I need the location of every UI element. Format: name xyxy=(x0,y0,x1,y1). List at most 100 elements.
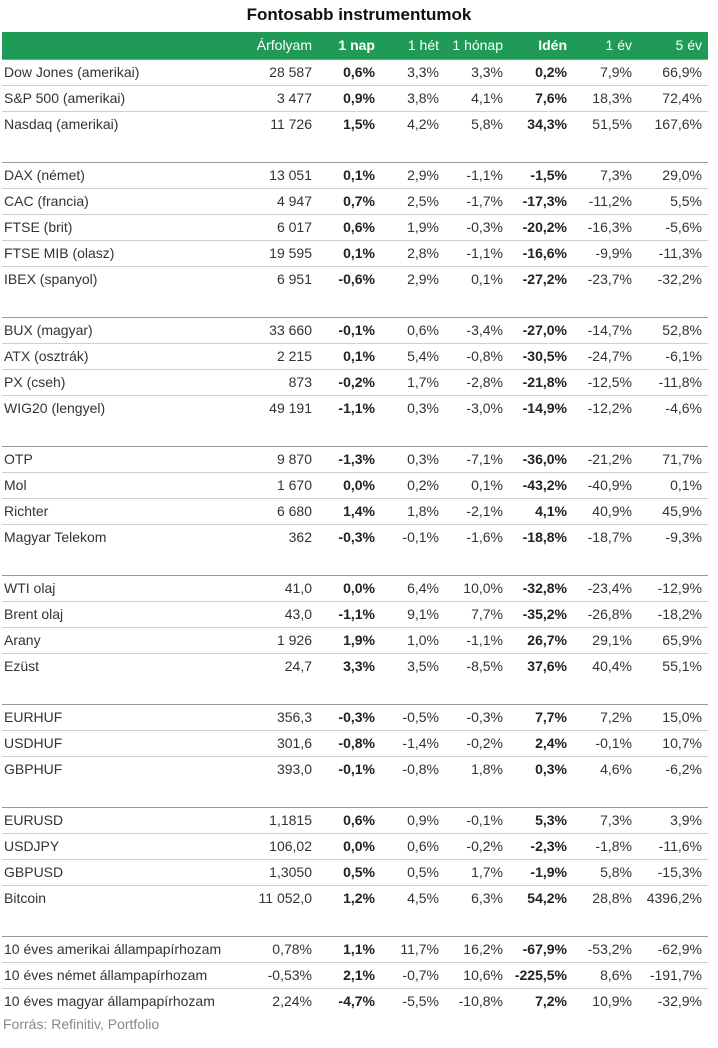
table-row: GBPHUF 393,0 -0,1% -0,8% 1,8% 0,3% 4,6% -6,2% xyxy=(2,756,708,782)
week-change-cell: -5,5% xyxy=(402,993,439,1009)
price-cell: 301,6 xyxy=(250,730,318,757)
header-row: Árfolyam 1 nap 1 hét 1 hónap Idén 1 év 5… xyxy=(2,32,708,59)
day-change-cell: 0,7% xyxy=(318,188,381,215)
group-spacer xyxy=(2,291,708,318)
price-cell: 41,0 xyxy=(250,575,318,602)
month-change-cell: -2,1% xyxy=(445,498,509,525)
price-cell: 873 xyxy=(250,369,318,396)
week-change-cell: 4,2% xyxy=(407,116,439,132)
price-cell: 0,78% xyxy=(250,936,318,963)
price-cell: 11 052,0 xyxy=(258,890,312,906)
five-year-change-cell: 167,6% xyxy=(654,116,702,132)
month-change-cell: -1,1% xyxy=(445,162,509,189)
name-cell: WTI olaj xyxy=(2,575,250,602)
spacer-cell xyxy=(2,136,708,163)
name-cell: Magyar Telekom xyxy=(4,529,107,545)
price-cell: 362 xyxy=(288,529,312,545)
year-change-cell: 4,6% xyxy=(600,761,632,777)
ytd-change-cell: -21,8% xyxy=(509,369,573,396)
table-body: Dow Jones (amerikai) 28 587 0,6% 3,3% 3,3% 0,… xyxy=(2,58,708,1014)
price-cell: -0,53% xyxy=(250,962,318,989)
ytd-change-cell: -2,3% xyxy=(509,833,573,860)
week-change-cell: 2,5% xyxy=(381,188,445,215)
ytd-change-cell: 37,6% xyxy=(527,658,567,674)
col-header-5year: 5 év xyxy=(675,37,702,54)
ytd-change-cell: 5,3% xyxy=(509,807,573,834)
year-change-cell: 28,8% xyxy=(592,890,632,906)
year-change-cell: 8,6% xyxy=(573,962,638,989)
ytd-change-cell: -27,2% xyxy=(522,271,567,287)
ytd-change-cell: 34,3% xyxy=(527,116,567,132)
five-year-change-cell: 5,5% xyxy=(638,188,708,215)
month-change-cell: -0,1% xyxy=(445,807,509,834)
week-change-cell: 1,0% xyxy=(381,627,445,654)
table-row: FTSE (brit) 6 017 0,6% 1,9% -0,3% -20,2% -16,3… xyxy=(2,214,708,241)
spacer-cell xyxy=(2,549,708,576)
year-change-cell: -21,2% xyxy=(573,446,638,473)
five-year-change-cell: -11,3% xyxy=(638,240,708,267)
name-cell: Mol xyxy=(2,472,250,499)
name-cell: BUX (magyar) xyxy=(2,317,250,344)
month-change-cell: -0,2% xyxy=(445,730,509,757)
ytd-change-cell: 0,2% xyxy=(509,58,573,86)
table-row: Arany 1 926 1,9% 1,0% -1,1% 26,7% 29,1% 65,9% xyxy=(2,627,708,654)
month-change-cell: 5,8% xyxy=(471,116,503,132)
week-change-cell: -0,7% xyxy=(381,962,445,989)
year-change-cell: -0,1% xyxy=(573,730,638,757)
table-row: OTP 9 870 -1,3% 0,3% -7,1% -36,0% -21,2% 71,7% xyxy=(2,446,708,473)
week-change-cell: 0,6% xyxy=(381,317,445,344)
five-year-change-cell: -15,3% xyxy=(638,859,708,886)
day-change-cell: 1,9% xyxy=(318,627,381,654)
table-row: DAX (német) 13 051 0,1% 2,9% -1,1% -1,5% 7,3% 2… xyxy=(2,162,708,189)
price-cell: 28 587 xyxy=(250,58,318,86)
week-change-cell: 3,8% xyxy=(381,85,445,112)
five-year-change-cell: -11,6% xyxy=(638,833,708,860)
day-change-cell: 1,4% xyxy=(318,498,381,525)
name-cell: WIG20 (lengyel) xyxy=(4,400,106,416)
col-header-1year: 1 év xyxy=(605,37,632,54)
group-spacer xyxy=(2,136,708,163)
week-change-cell: 2,9% xyxy=(407,271,439,287)
month-change-cell: -1,7% xyxy=(445,188,509,215)
col-header-1week: 1 hét xyxy=(407,37,439,54)
year-change-cell: 18,3% xyxy=(573,85,638,112)
day-change-cell: 0,6% xyxy=(318,807,381,834)
day-change-cell: 0,0% xyxy=(318,575,381,602)
five-year-change-cell: -6,2% xyxy=(665,761,702,777)
table-row: Richter 6 680 1,4% 1,8% -2,1% 4,1% 40,9% 45,9% xyxy=(2,498,708,525)
year-change-cell: 29,1% xyxy=(573,627,638,654)
week-change-cell: 4,5% xyxy=(407,890,439,906)
five-year-change-cell: 65,9% xyxy=(638,627,708,654)
price-cell: 24,7 xyxy=(284,658,312,674)
day-change-cell: 0,0% xyxy=(318,833,381,860)
ytd-change-cell: 26,7% xyxy=(509,627,573,654)
week-change-cell: 0,2% xyxy=(381,472,445,499)
ytd-change-cell: 4,1% xyxy=(509,498,573,525)
week-change-cell: 1,7% xyxy=(381,369,445,396)
day-change-cell: -0,6% xyxy=(338,271,375,287)
name-cell: 10 éves magyar állampapírhozam xyxy=(4,993,215,1009)
name-cell: S&P 500 (amerikai) xyxy=(2,85,250,112)
five-year-change-cell: 29,0% xyxy=(638,162,708,189)
price-cell: 106,02 xyxy=(250,833,318,860)
table-row: S&P 500 (amerikai) 3 477 0,9% 3,8% 4,1% 7,6% 1… xyxy=(2,85,708,112)
day-change-cell: 0,6% xyxy=(318,58,381,86)
day-change-cell: 1,5% xyxy=(343,116,375,132)
five-year-change-cell: 66,9% xyxy=(638,58,708,86)
table-row: USDHUF 301,6 -0,8% -1,4% -0,2% 2,4% -0,1% 10,7% xyxy=(2,730,708,757)
day-change-cell: -1,3% xyxy=(318,446,381,473)
table-row: Nasdaq (amerikai) 11 726 1,5% 4,2% 5,8% 34,3%… xyxy=(2,111,708,137)
name-cell: EURUSD xyxy=(2,807,250,834)
name-cell: ATX (osztrák) xyxy=(2,343,250,370)
col-header-1month: 1 hónap xyxy=(452,37,503,54)
month-change-cell: -10,8% xyxy=(458,993,503,1009)
year-change-cell: 5,8% xyxy=(573,859,638,886)
table-row: GBPUSD 1,3050 0,5% 0,5% 1,7% -1,9% 5,8% -15,3% xyxy=(2,859,708,886)
month-change-cell: -0,2% xyxy=(445,833,509,860)
five-year-change-cell: 10,7% xyxy=(638,730,708,757)
ytd-change-cell: -14,9% xyxy=(522,400,567,416)
year-change-cell: -12,2% xyxy=(587,400,632,416)
day-change-cell: 0,1% xyxy=(318,343,381,370)
month-change-cell: -1,6% xyxy=(466,529,503,545)
month-change-cell: -3,0% xyxy=(466,400,503,416)
